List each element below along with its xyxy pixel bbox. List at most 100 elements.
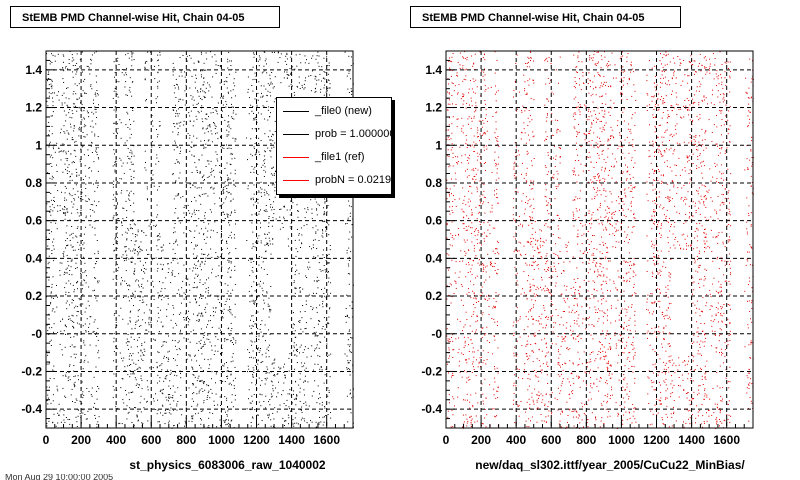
scatter-point [144, 272, 146, 274]
scatter-point [147, 199, 148, 201]
scatter-point [300, 328, 302, 330]
scatter-point [226, 339, 228, 341]
scatter-point [317, 62, 319, 64]
scatter-point [231, 69, 233, 71]
scatter-point [169, 396, 171, 398]
scatter-point [54, 184, 56, 186]
scatter-point [279, 368, 281, 370]
scatter-point [128, 89, 130, 91]
scatter-point [216, 158, 218, 160]
scatter-point [224, 198, 226, 200]
scatter-point [447, 136, 449, 138]
scatter-point [88, 177, 90, 179]
scatter-point [146, 249, 147, 251]
scatter-point [66, 308, 68, 310]
scatter-point [327, 87, 328, 89]
scatter-point [177, 161, 179, 163]
scatter-point [630, 343, 632, 345]
scatter-point [194, 267, 196, 269]
scatter-point [259, 393, 261, 395]
scatter-point [576, 236, 578, 238]
scatter-point [727, 418, 729, 420]
scatter-point [188, 354, 190, 356]
scatter-point [705, 247, 707, 249]
scatter-point [211, 378, 212, 380]
scatter-point [268, 413, 270, 415]
scatter-point [227, 284, 229, 286]
scatter-point [69, 194, 71, 196]
scatter-point [269, 91, 271, 93]
scatter-point [461, 117, 463, 119]
scatter-point [168, 412, 170, 414]
scatter-point [667, 110, 669, 112]
scatter-point [198, 312, 200, 314]
scatter-point [181, 75, 183, 77]
scatter-point [93, 102, 94, 104]
scatter-point [497, 163, 499, 165]
scatter-point [208, 139, 210, 141]
scatter-point [254, 213, 256, 215]
scatter-point [629, 129, 631, 131]
scatter-point [315, 90, 317, 92]
scatter-point [227, 406, 228, 407]
scatter-point [179, 349, 181, 351]
scatter-point [207, 292, 209, 294]
scatter-point [180, 147, 181, 149]
scatter-point [223, 187, 225, 189]
scatter-point [471, 372, 473, 373]
scatter-point [527, 280, 529, 282]
scatter-point [174, 87, 176, 89]
scatter-point [714, 334, 716, 336]
scatter-point [274, 358, 276, 360]
scatter-point [67, 244, 69, 246]
scatter-point [483, 132, 485, 134]
scatter-point [473, 351, 475, 353]
scatter-point [715, 211, 717, 213]
scatter-point [577, 243, 579, 245]
scatter-point [205, 128, 207, 130]
scatter-point [163, 355, 165, 357]
scatter-point [329, 308, 330, 310]
scatter-point [317, 335, 319, 336]
scatter-point [87, 361, 89, 363]
scatter-point [474, 176, 476, 177]
scatter-point [162, 405, 164, 407]
scatter-point [65, 282, 67, 284]
scatter-point [90, 215, 91, 217]
scatter-point [215, 382, 216, 384]
scatter-point [65, 247, 66, 249]
scatter-point [267, 368, 269, 370]
scatter-point [72, 139, 74, 141]
scatter-point [487, 351, 489, 353]
scatter-point [202, 391, 204, 392]
scatter-point [50, 154, 52, 156]
scatter-point [683, 141, 685, 143]
scatter-point [268, 232, 270, 234]
scatter-point [291, 267, 293, 269]
scatter-point [69, 240, 71, 241]
scatter-point [210, 172, 212, 173]
scatter-point [196, 320, 198, 322]
scatter-point [222, 380, 224, 382]
scatter-point [296, 397, 297, 399]
scatter-point [232, 137, 234, 139]
scatter-point [257, 311, 259, 313]
scatter-point [231, 356, 233, 358]
scatter-point [225, 424, 227, 426]
scatter-point [208, 160, 210, 162]
scatter-point [297, 210, 299, 212]
scatter-point [247, 188, 249, 190]
scatter-point [594, 424, 596, 426]
scatter-point [124, 142, 126, 144]
scatter-point [256, 270, 258, 272]
scatter-point [455, 281, 457, 283]
scatter-point [214, 128, 216, 129]
scatter-point [186, 55, 188, 57]
scatter-point [63, 410, 65, 412]
scatter-point [283, 382, 285, 384]
scatter-point [91, 395, 93, 397]
scatter-point [320, 366, 322, 367]
scatter-point [313, 280, 315, 282]
scatter-point [65, 291, 67, 293]
scatter-point [147, 389, 149, 391]
